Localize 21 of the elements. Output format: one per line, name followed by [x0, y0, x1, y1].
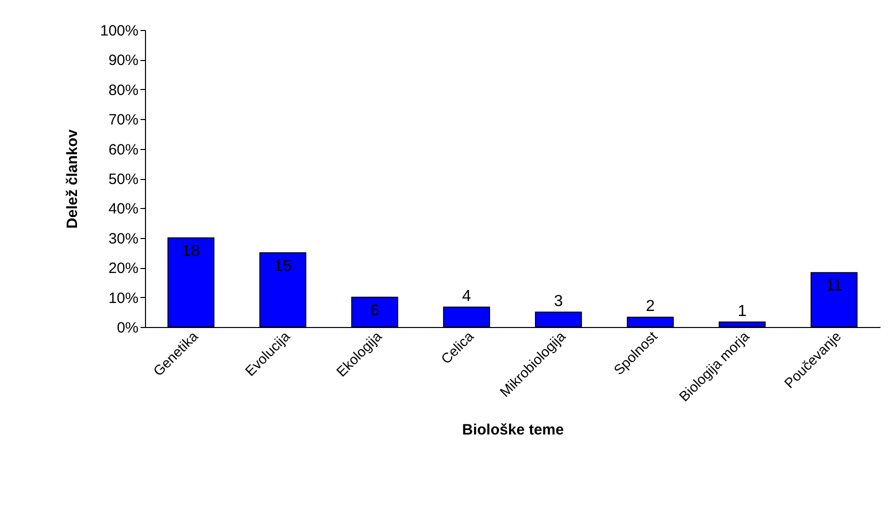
x-axis-title: Biološke teme: [462, 421, 564, 438]
y-tick-label: 60%: [108, 141, 138, 158]
y-tick-label: 0%: [116, 320, 138, 336]
y-tick-label: 10%: [108, 290, 138, 307]
y-tick-label: 100%: [100, 22, 138, 40]
annotation: 11: [826, 278, 842, 295]
y-tick-label: 30%: [108, 230, 138, 248]
annotation: 3: [554, 293, 563, 310]
y-tick-label: 50%: [108, 171, 138, 188]
annotation: 4: [462, 288, 472, 306]
y-tick-label: 90%: [108, 52, 138, 70]
y-tick-label: 70%: [108, 112, 138, 129]
y-tick-label: 40%: [108, 200, 138, 218]
y-tick-label: 80%: [108, 82, 138, 99]
annotation: 15: [274, 258, 292, 275]
y-axis-title: Delež člankov: [64, 128, 82, 229]
annotation: 1: [738, 302, 747, 320]
annotation: 2: [646, 298, 655, 316]
y-tick-label: 20%: [108, 260, 138, 278]
annotation: 6: [370, 302, 380, 320]
annotation: 18: [182, 242, 200, 260]
